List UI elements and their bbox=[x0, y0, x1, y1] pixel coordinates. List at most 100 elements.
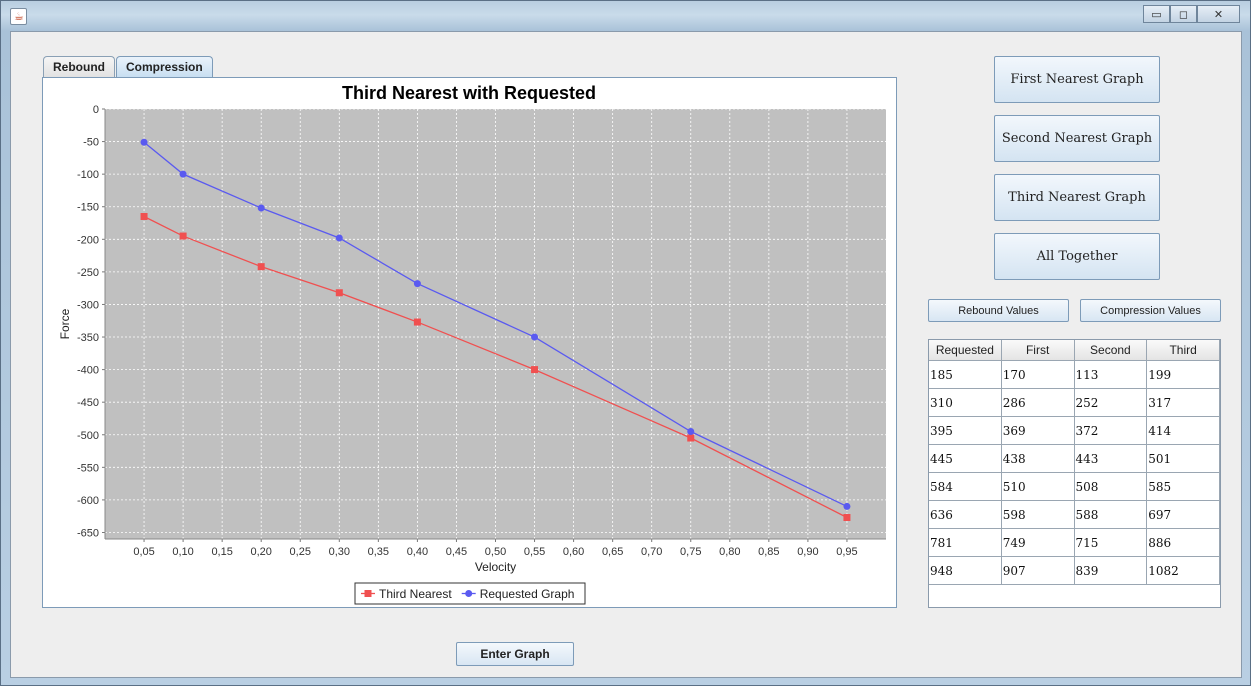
chart-title: Third Nearest with Requested bbox=[342, 83, 596, 103]
table-row[interactable]: 310 286 252 317 bbox=[929, 389, 1220, 417]
column-header-first[interactable]: First bbox=[1001, 340, 1075, 361]
x-tick-label: 0,70 bbox=[641, 546, 662, 558]
y-tick-label: -50 bbox=[83, 137, 99, 149]
table-row[interactable]: 445 438 443 501 bbox=[929, 445, 1220, 473]
table-cell[interactable]: 185 bbox=[929, 361, 1002, 389]
column-header-requested[interactable]: Requested bbox=[929, 340, 1002, 361]
legend-label: Third Nearest bbox=[379, 587, 452, 601]
x-tick-label: 0,15 bbox=[211, 546, 232, 558]
second-nearest-graph-button[interactable]: Second Nearest Graph bbox=[994, 115, 1160, 162]
close-button[interactable]: ✕ bbox=[1197, 5, 1240, 23]
maximize-button[interactable]: ◻ bbox=[1170, 5, 1197, 23]
data-point bbox=[687, 428, 695, 435]
third-nearest-graph-button[interactable]: Third Nearest Graph bbox=[994, 174, 1160, 221]
minimize-button[interactable]: ▭ bbox=[1143, 5, 1170, 23]
x-tick-label: 0,20 bbox=[250, 546, 271, 558]
table-cell[interactable]: 948 bbox=[929, 557, 1002, 585]
line-chart: Third Nearest with Requested 0 -50 -100 -150… bbox=[58, 83, 886, 605]
table-cell[interactable]: 907 bbox=[1001, 557, 1075, 585]
data-point bbox=[335, 289, 343, 297]
table-cell[interactable]: 697 bbox=[1147, 501, 1220, 529]
all-together-button[interactable]: All Together bbox=[994, 233, 1160, 280]
table-row[interactable]: 584 510 508 585 bbox=[929, 473, 1220, 501]
table-cell[interactable]: 781 bbox=[929, 529, 1002, 557]
table-cell[interactable]: 636 bbox=[929, 501, 1002, 529]
enter-graph-button[interactable]: Enter Graph bbox=[456, 642, 574, 666]
y-tick-label: -550 bbox=[77, 462, 99, 474]
data-point bbox=[179, 170, 187, 178]
table-cell[interactable]: 445 bbox=[929, 445, 1002, 473]
table-header: Requested First Second Third bbox=[929, 340, 1220, 361]
x-tick-label: 0,95 bbox=[836, 546, 857, 558]
data-point bbox=[843, 502, 851, 510]
table-cell[interactable]: 199 bbox=[1147, 361, 1220, 389]
data-point bbox=[531, 333, 539, 341]
table-row[interactable]: 636 598 588 697 bbox=[929, 501, 1220, 529]
y-tick-label: -350 bbox=[77, 332, 99, 344]
x-tick-label: 0,55 bbox=[524, 546, 545, 558]
table-cell[interactable]: 286 bbox=[1001, 389, 1075, 417]
x-axis-label: Velocity bbox=[475, 560, 516, 574]
table-cell[interactable]: 438 bbox=[1001, 445, 1075, 473]
y-tick-label: -100 bbox=[77, 169, 99, 181]
legend-label: Requested Graph bbox=[480, 587, 575, 601]
table-cell[interactable]: 749 bbox=[1001, 529, 1075, 557]
table-cell[interactable]: 598 bbox=[1001, 501, 1075, 529]
table-cell[interactable]: 372 bbox=[1074, 417, 1148, 445]
data-point bbox=[179, 232, 187, 240]
x-tick-label: 0,65 bbox=[602, 546, 623, 558]
table-cell[interactable]: 113 bbox=[1074, 361, 1148, 389]
x-tick-label: 0,40 bbox=[407, 546, 428, 558]
table-cell[interactable]: 170 bbox=[1001, 361, 1075, 389]
table-cell[interactable]: 501 bbox=[1147, 445, 1220, 473]
column-header-third[interactable]: Third bbox=[1147, 340, 1220, 361]
y-tick-label: -300 bbox=[77, 299, 99, 311]
y-tick-label: -400 bbox=[77, 365, 99, 377]
table-cell[interactable]: 395 bbox=[929, 417, 1002, 445]
x-tick-label: 0,85 bbox=[758, 546, 779, 558]
tab-compression[interactable]: Compression bbox=[116, 56, 213, 77]
table-cell[interactable]: 839 bbox=[1074, 557, 1148, 585]
table-cell[interactable]: 584 bbox=[929, 473, 1002, 501]
values-table[interactable]: Requested First Second Third 185 170 113 19… bbox=[928, 339, 1221, 608]
table-cell[interactable]: 369 bbox=[1001, 417, 1075, 445]
java-cup-icon[interactable]: ☕ bbox=[10, 8, 27, 25]
title-bar[interactable]: ☕ ▭ ◻ ✕ bbox=[1, 1, 1250, 31]
rebound-values-button[interactable]: Rebound Values bbox=[928, 299, 1069, 322]
table-cell[interactable]: 443 bbox=[1074, 445, 1148, 473]
table-cell[interactable]: 508 bbox=[1074, 473, 1148, 501]
series-line-requested-graph bbox=[143, 141, 848, 508]
table-row[interactable]: 395 369 372 414 bbox=[929, 417, 1220, 445]
data-point bbox=[843, 514, 851, 521]
table-row[interactable]: 781 749 715 886 bbox=[929, 529, 1220, 557]
table-cell[interactable]: 715 bbox=[1074, 529, 1148, 557]
chart-panel: Third Nearest with Requested 0 -50 -100 -150… bbox=[42, 77, 897, 608]
x-tick-label: 0,75 bbox=[680, 546, 701, 558]
data-point bbox=[257, 204, 265, 212]
x-tick-label: 0,25 bbox=[290, 546, 311, 558]
x-tick-label: 0,60 bbox=[563, 546, 584, 558]
y-tick-label: -500 bbox=[77, 430, 99, 442]
table-row[interactable]: 185 170 113 199 bbox=[929, 361, 1220, 389]
table-cell[interactable]: 1082 bbox=[1147, 557, 1220, 585]
compression-values-button[interactable]: Compression Values bbox=[1080, 299, 1221, 322]
column-header-second[interactable]: Second bbox=[1074, 340, 1148, 361]
x-tick-label: 0,50 bbox=[485, 546, 506, 558]
table-cell[interactable]: 310 bbox=[929, 389, 1002, 417]
table-cell[interactable]: 585 bbox=[1147, 473, 1220, 501]
x-tick-label: 0,10 bbox=[172, 546, 193, 558]
table-cell[interactable]: 510 bbox=[1001, 473, 1075, 501]
first-nearest-graph-button[interactable]: First Nearest Graph bbox=[994, 56, 1160, 103]
x-tick-label: 0,35 bbox=[368, 546, 389, 558]
table-cell[interactable]: 252 bbox=[1074, 389, 1148, 417]
table-cell[interactable]: 414 bbox=[1147, 417, 1220, 445]
table-cell[interactable]: 588 bbox=[1074, 501, 1148, 529]
table-cell[interactable]: 317 bbox=[1147, 389, 1220, 417]
y-tick-label: -150 bbox=[77, 202, 99, 214]
table-cell[interactable]: 886 bbox=[1147, 529, 1220, 557]
y-tick-label: -650 bbox=[77, 527, 99, 539]
tab-rebound[interactable]: Rebound bbox=[43, 56, 115, 77]
table-row[interactable]: 948 907 839 1082 bbox=[929, 557, 1220, 585]
series-line-third-nearest bbox=[143, 215, 848, 519]
